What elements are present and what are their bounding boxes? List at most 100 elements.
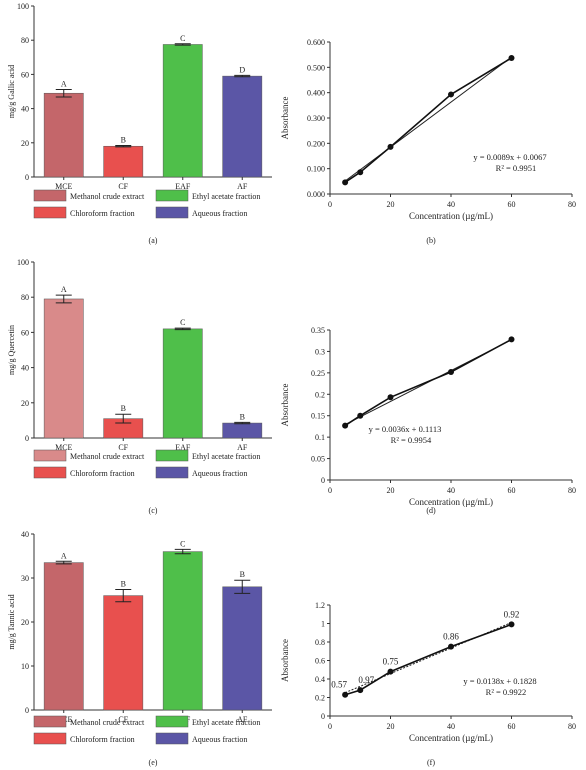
legend-swatch: [155, 466, 189, 479]
y-tick-label: 10: [21, 662, 29, 671]
legend-label: Aqueous fraction: [192, 469, 247, 478]
x-tick-label: 20: [387, 486, 395, 495]
bar: [162, 328, 203, 439]
legend-label: Methanol crude extract: [70, 718, 145, 727]
x-tick-label: 40: [447, 486, 455, 495]
y-tick-label: 20: [21, 139, 29, 148]
panel-caption: (a): [149, 236, 158, 245]
x-tick-label: 0: [328, 722, 332, 731]
significance-letter: B: [121, 579, 126, 588]
x-tick-label: 60: [508, 722, 516, 731]
bar: [43, 298, 84, 439]
legend-label: Aqueous fraction: [192, 735, 247, 744]
y-tick-label: 80: [21, 293, 29, 302]
y-axis-label: mg/g Gallic acid: [7, 65, 16, 118]
x-tick-label: 60: [508, 200, 516, 209]
bar: [103, 595, 144, 711]
legend-swatch: [33, 206, 67, 219]
legend-label: Chloroform fraction: [70, 469, 135, 478]
y-tick-label: 80: [21, 36, 29, 45]
y-tick-label: 30: [21, 574, 29, 583]
y-tick-label: 20: [21, 399, 29, 408]
data-point: [342, 422, 349, 429]
legend: Methanol crude extract Chloroform fractio…: [33, 449, 260, 479]
significance-letter: A: [61, 551, 67, 560]
x-axis-label: Concentration (µg/mL): [409, 211, 493, 221]
legend: Methanol crude extract Chloroform fractio…: [33, 715, 260, 745]
y-tick-label: 60: [21, 328, 29, 337]
significance-letter: B: [121, 136, 126, 145]
y-tick-label: 0.35: [311, 326, 325, 335]
x-axis-label: Concentration (µg/mL): [409, 497, 493, 507]
y-tick-label: 0: [25, 434, 29, 443]
bar: [222, 75, 263, 178]
y-axis-label: mg/g Quercetin: [7, 325, 16, 375]
y-tick-label: 0.400: [307, 89, 325, 98]
category-label: AF: [237, 182, 248, 191]
bar: [43, 562, 84, 711]
x-tick-label: 40: [447, 722, 455, 731]
y-axis-label: mg/g Tannic acid: [7, 594, 16, 649]
bar: [222, 422, 263, 439]
point-label: 0.86: [443, 632, 459, 642]
y-tick-label: 0: [321, 476, 325, 485]
legend-swatch: [155, 189, 189, 202]
y-tick-label: 60: [21, 70, 29, 79]
r-squared: R² = 0.9951: [496, 163, 537, 173]
y-axis-label: Absorbance: [280, 639, 290, 682]
x-tick-label: 40: [447, 200, 455, 209]
category-label: CF: [118, 182, 128, 191]
bar: [162, 551, 203, 711]
x-tick-label: 20: [387, 722, 395, 731]
data-point: [387, 143, 394, 150]
category-label: MCE: [55, 182, 72, 191]
legend-label: Methanol crude extract: [70, 192, 145, 201]
y-tick-label: 0.3: [315, 347, 325, 356]
point-label: 0.97: [358, 675, 374, 685]
y-tick-label: 40: [21, 530, 29, 539]
significance-letter: C: [180, 539, 185, 548]
y-tick-label: 0: [25, 173, 29, 182]
y-tick-label: 0.2: [315, 694, 325, 703]
y-tick-label: 0.2: [315, 390, 325, 399]
point-label: 0.57: [331, 680, 347, 690]
bar: [103, 145, 144, 178]
y-tick-label: 0.4: [315, 675, 325, 684]
y-tick-label: 0: [25, 706, 29, 715]
y-tick-label: 0.25: [311, 369, 325, 378]
bar: [43, 92, 84, 178]
y-tick-label: 0.500: [307, 63, 325, 72]
fit-equation: y = 0.0089x + 0.0067: [473, 152, 546, 162]
y-tick-label: 0.6: [315, 657, 325, 666]
y-tick-label: 1: [321, 620, 325, 629]
y-tick-label: 0: [321, 712, 325, 721]
data-point: [508, 621, 515, 628]
data-point: [508, 54, 515, 61]
line-chart-2: 0 0.2 0.4 0.6 0.8 1 1.2 0 20 40 60 80 Absorbance Conc…: [280, 601, 576, 767]
x-tick-label: 60: [508, 486, 516, 495]
y-tick-label: 1.2: [315, 601, 325, 610]
data-point: [357, 169, 364, 176]
data-point: [357, 687, 364, 694]
bar-chart-0: 0 20 40 60 80 100 mg/g Gallic acid A MCE B CF C EAF D…: [7, 2, 272, 245]
y-tick-label: 0.200: [307, 139, 325, 148]
significance-letter: B: [121, 404, 126, 413]
legend-swatch: [155, 715, 189, 728]
category-label: MCE: [55, 443, 72, 452]
legend-label: Methanol crude extract: [70, 452, 145, 461]
y-tick-label: 0.1: [315, 433, 325, 442]
legend-swatch: [155, 732, 189, 745]
r-squared: R² = 0.9954: [391, 435, 432, 445]
legend-label: Ethyl acetate fraction: [192, 718, 260, 727]
x-tick-label: 20: [387, 200, 395, 209]
y-tick-label: 100: [17, 258, 29, 267]
y-tick-label: 0.15: [311, 412, 325, 421]
legend-label: Ethyl acetate fraction: [192, 192, 260, 201]
y-tick-label: 0.000: [307, 190, 325, 199]
y-axis-label: Absorbance: [280, 97, 290, 140]
legend-swatch: [33, 466, 67, 479]
legend-swatch: [33, 189, 67, 202]
significance-letter: A: [61, 285, 67, 294]
y-tick-label: 40: [21, 105, 29, 114]
